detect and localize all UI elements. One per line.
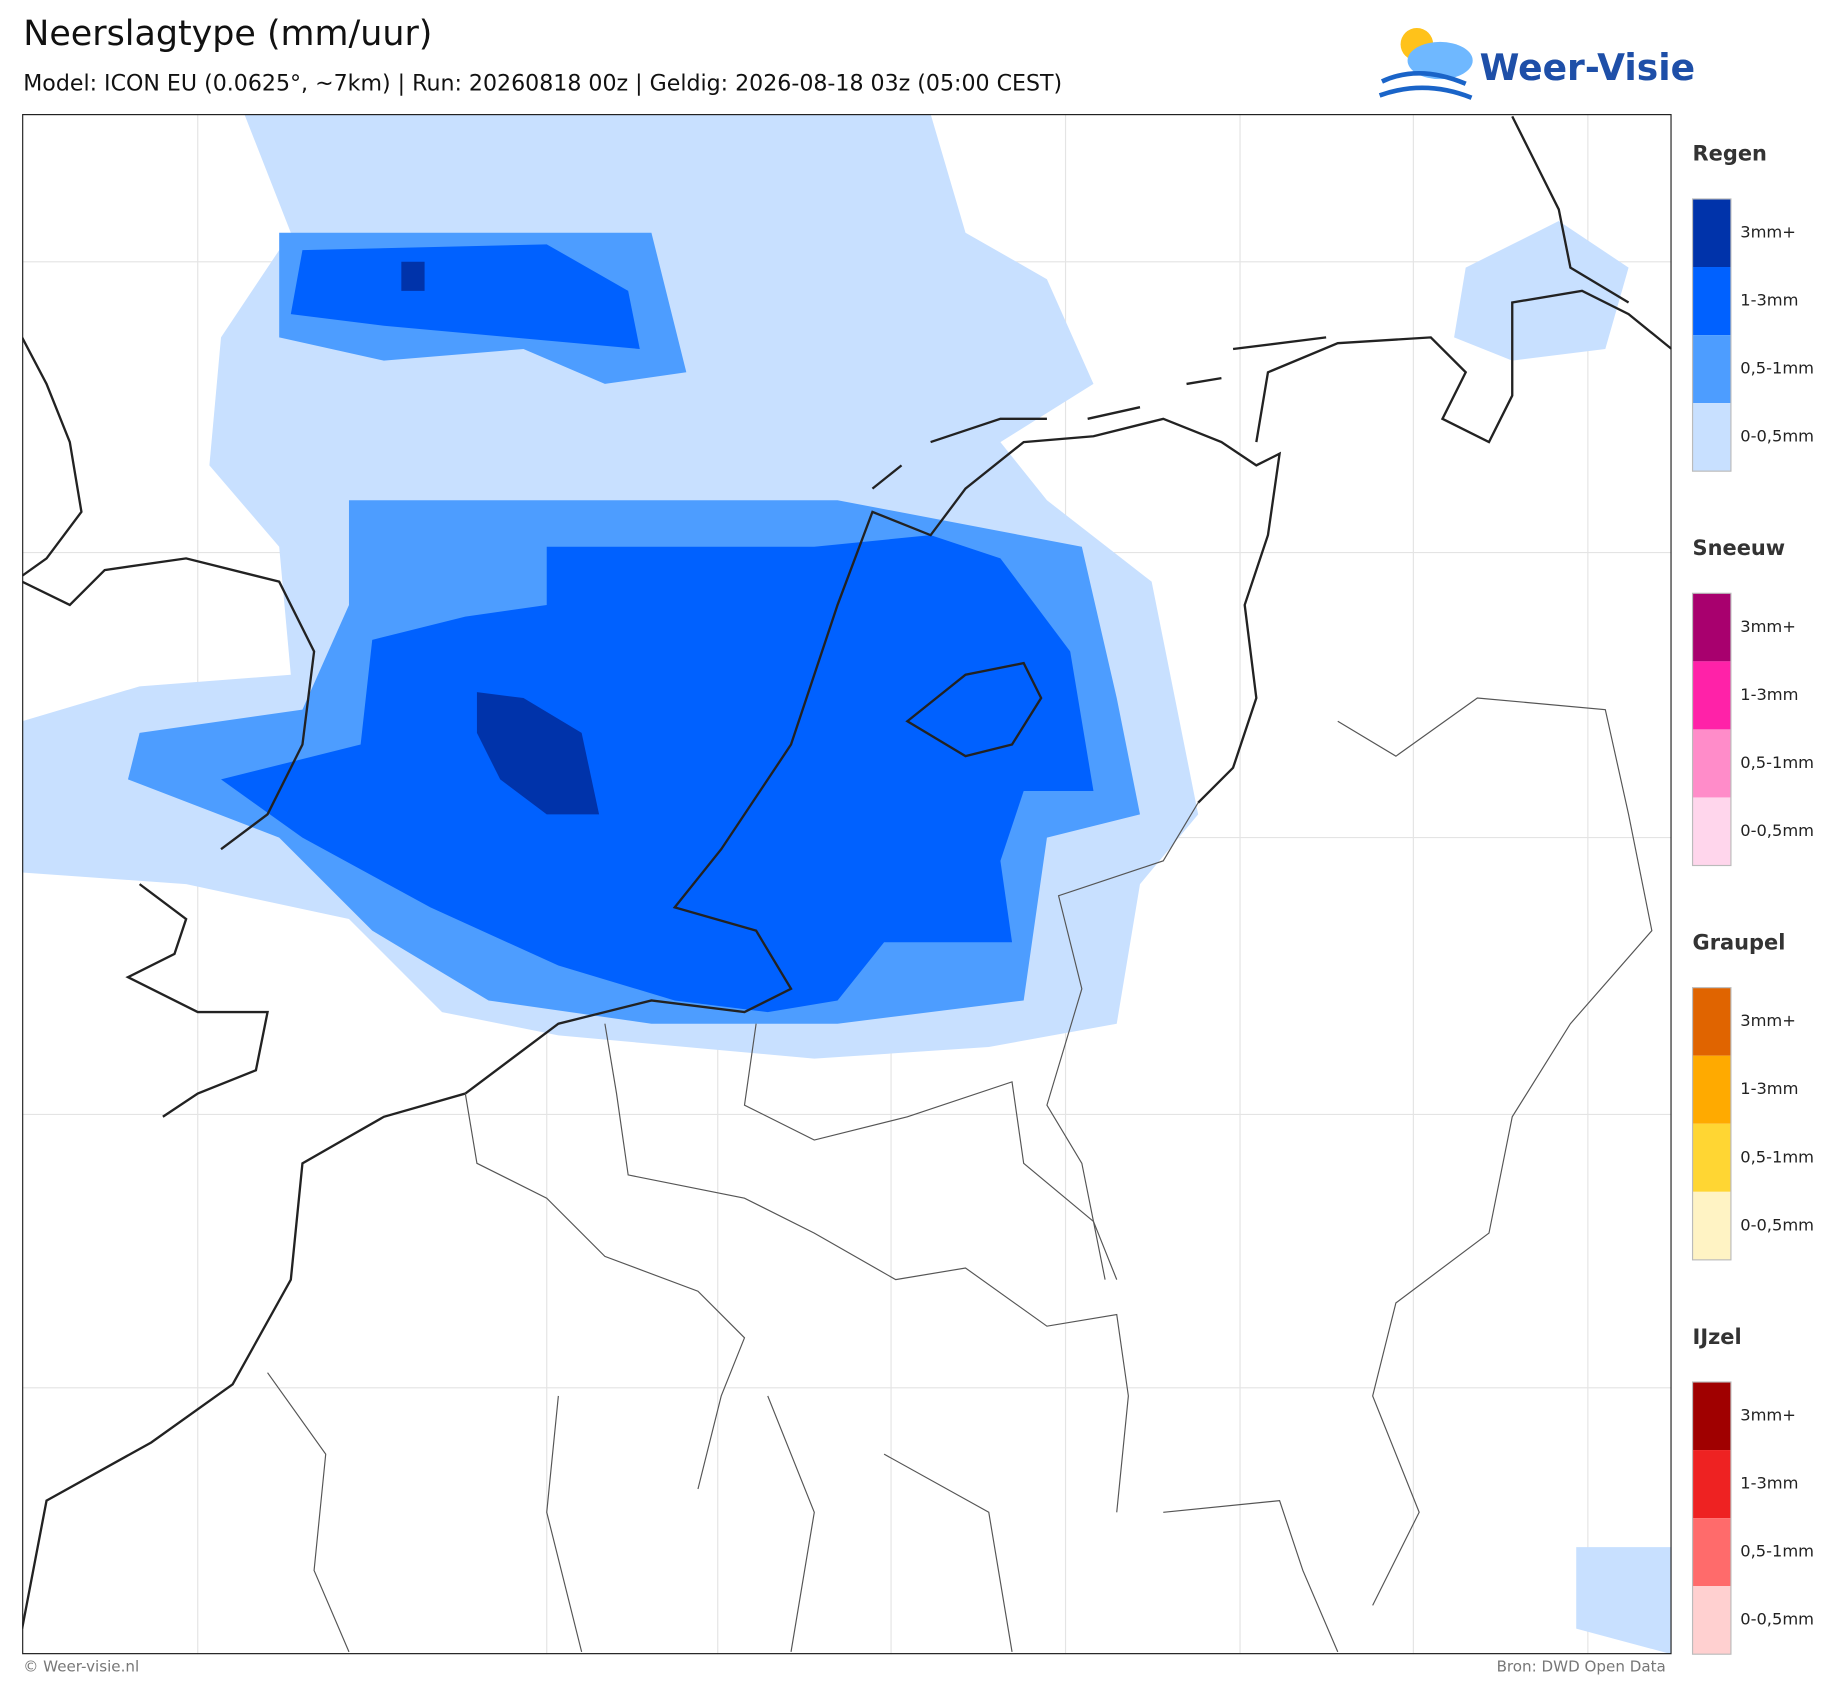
legend-swatch (1692, 335, 1731, 404)
legend-label: 0,5-1mm (1740, 359, 1814, 378)
legend-label: 0-0,5mm (1740, 1215, 1814, 1234)
legend-swatch (1692, 797, 1731, 866)
legend-swatch (1692, 1382, 1731, 1451)
footer-left: © Weer-visie.nl (23, 1658, 139, 1676)
precipitation (22, 114, 1672, 1655)
subtitle: Model: ICON EU (0.0625°, ~7km) | Run: 20… (23, 70, 1062, 96)
legend-label: 0-0,5mm (1740, 821, 1814, 840)
legend-frame (1691, 592, 1732, 867)
legend-group-title: Sneeuw (1693, 536, 1786, 560)
borders (267, 697, 1653, 1653)
legend-swatch (1692, 403, 1731, 472)
logo-text: Weer-Visie (1480, 47, 1695, 89)
legend-label: 0,5-1mm (1740, 1542, 1814, 1561)
legend-swatch (1692, 1123, 1731, 1192)
legend-label: 3mm+ (1740, 1406, 1796, 1425)
legend-label: 1-3mm (1740, 1474, 1798, 1493)
legend-frame (1691, 198, 1732, 472)
footer-right: Bron: DWD Open Data (1497, 1658, 1666, 1676)
legend-label: 0,5-1mm (1740, 1147, 1814, 1166)
legend-swatch (1692, 1191, 1731, 1260)
legend-label: 3mm+ (1740, 617, 1796, 636)
legend-swatch (1692, 1586, 1731, 1655)
legend-swatch (1692, 593, 1731, 662)
legend-label: 1-3mm (1740, 291, 1798, 310)
legend-swatch (1692, 267, 1731, 336)
legend-label: 3mm+ (1740, 1011, 1796, 1030)
map (22, 114, 1672, 1655)
legend-swatch (1692, 987, 1731, 1056)
title: Neerslagtype (mm/uur) (23, 14, 432, 54)
legend-frame (1691, 1381, 1732, 1655)
legend-group-title: IJzel (1693, 1325, 1742, 1349)
legend-label: 1-3mm (1740, 1079, 1798, 1098)
legend-swatch (1692, 198, 1731, 268)
legend-swatch (1692, 729, 1731, 798)
legend: Regen 3mm+ 1-3mm 0,5-1mm 0-0,5mm Sneeuw 3mm+ 1-… (1691, 142, 1814, 1655)
legend-swatch (1692, 1518, 1731, 1587)
legend-swatch (1692, 1450, 1731, 1519)
legend-frame (1691, 987, 1732, 1261)
legend-label: 0-0,5mm (1740, 1610, 1814, 1629)
legend-label: 0,5-1mm (1740, 753, 1814, 772)
legend-swatch (1692, 1055, 1731, 1124)
legend-swatch (1692, 661, 1731, 730)
legend-group-title: Graupel (1693, 930, 1786, 954)
logo: Weer-Visie (1378, 27, 1695, 100)
coastlines (22, 115, 1672, 1629)
legend-label: 0-0,5mm (1740, 427, 1814, 446)
legend-group-title: Regen (1693, 142, 1767, 166)
legend-label: 1-3mm (1740, 685, 1798, 704)
legend-label: 3mm+ (1740, 222, 1796, 241)
